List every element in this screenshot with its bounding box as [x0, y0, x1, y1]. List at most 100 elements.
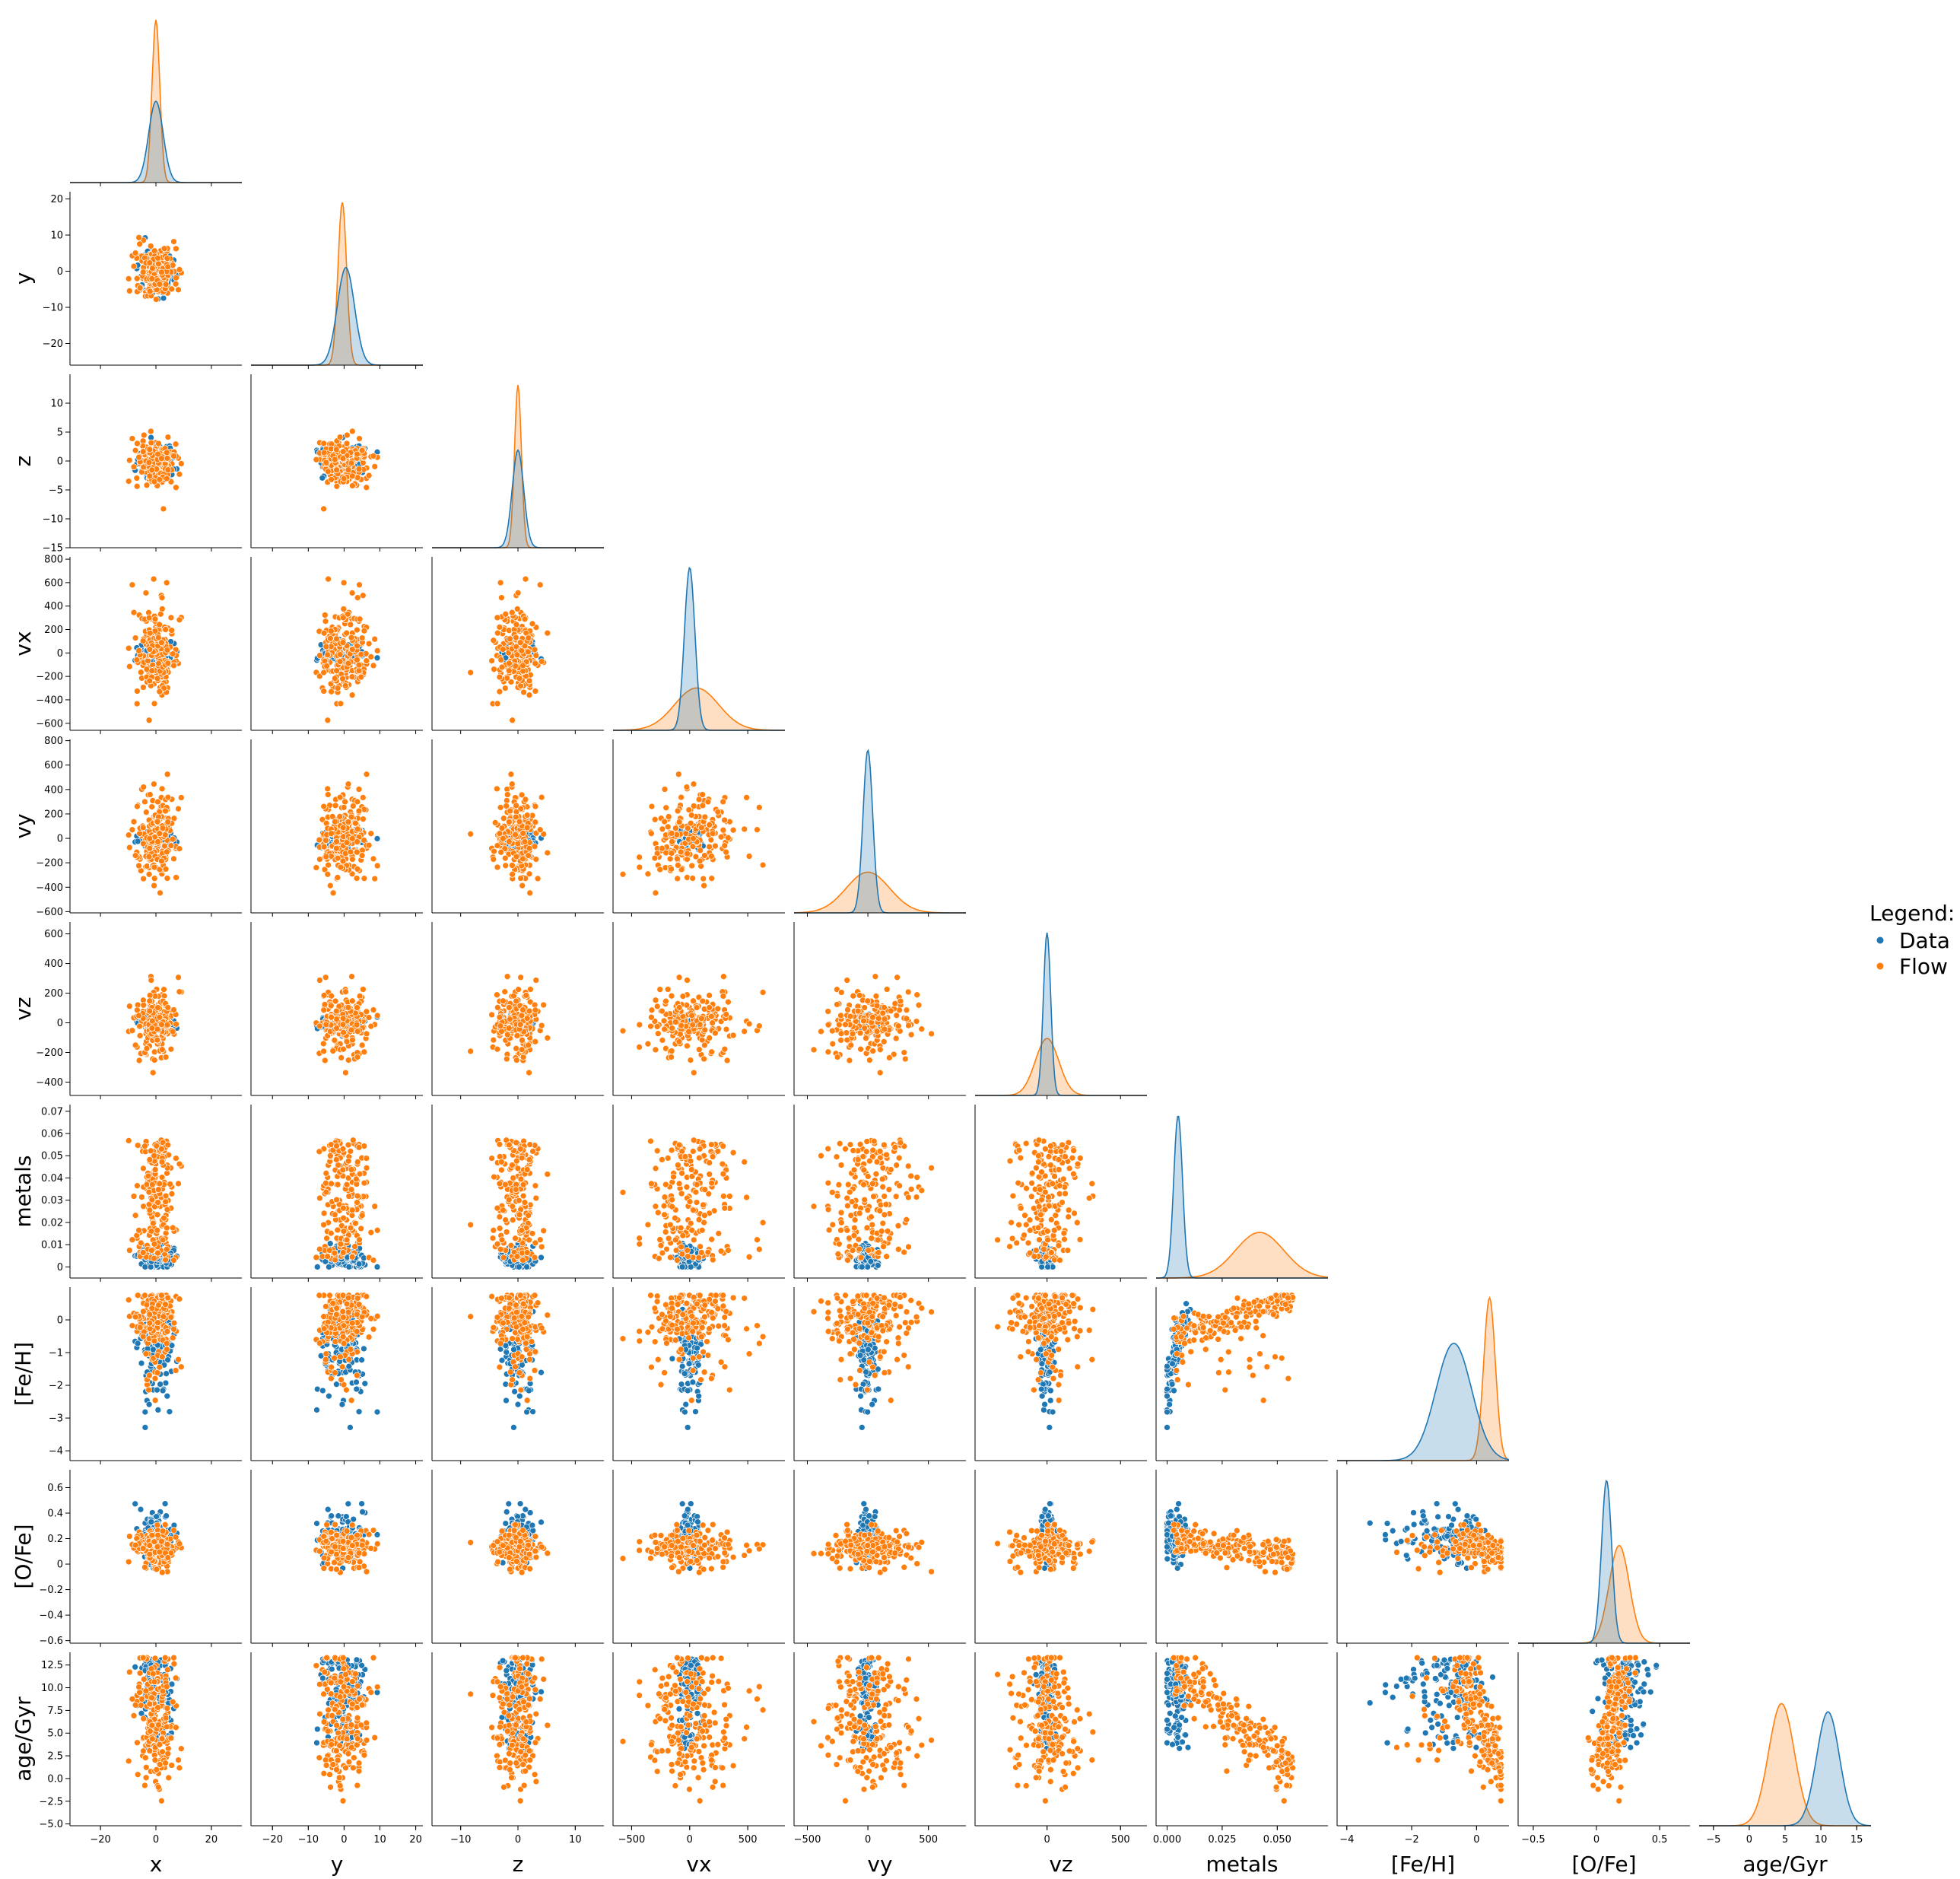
point-flow [354, 1054, 361, 1060]
point-flow [679, 993, 687, 1000]
point-flow [688, 862, 696, 870]
point-flow [158, 455, 165, 463]
point-flow [345, 819, 352, 825]
panel-z-z [432, 384, 604, 552]
point-flow [701, 1026, 709, 1034]
point-flow [494, 991, 500, 999]
point-flow [514, 840, 522, 847]
point-flow [494, 863, 501, 871]
point-flow [745, 1020, 753, 1028]
y-tick-label: −200 [36, 1048, 63, 1059]
point-flow [161, 842, 168, 850]
point-data [134, 838, 141, 845]
point-flow [125, 275, 132, 282]
point-flow [721, 842, 729, 849]
point-flow [347, 848, 354, 856]
point-flow [154, 1004, 161, 1011]
point-flow [327, 1002, 335, 1009]
point-flow [708, 853, 715, 860]
point-flow [340, 804, 348, 811]
point-flow [340, 475, 348, 482]
point-flow [164, 255, 171, 262]
point-flow [514, 590, 522, 596]
pairplot-panels: −20−1001020−15−10−50510−600−400−20002004… [11, 19, 1872, 1877]
point-flow [506, 819, 513, 825]
point-flow [333, 635, 340, 643]
panel-vx-z [431, 557, 604, 734]
point-flow [699, 997, 707, 1005]
point-flow [672, 1019, 679, 1025]
point-flow [522, 796, 529, 803]
point-flow [526, 889, 534, 897]
point-flow [518, 1012, 526, 1019]
point-flow [137, 669, 145, 676]
y-tick-label: −600 [36, 907, 63, 918]
point-flow [647, 1022, 654, 1030]
point-flow [675, 819, 683, 825]
point-flow [544, 1035, 551, 1041]
point-flow [494, 629, 501, 637]
point-flow [856, 1029, 864, 1037]
point-flow [521, 838, 529, 845]
point-flow [700, 882, 707, 889]
point-flow [348, 428, 356, 435]
y-tick-label: 10 [50, 231, 63, 242]
point-flow [320, 688, 328, 695]
point-flow [529, 620, 536, 628]
y-tick-label: −400 [36, 1077, 63, 1089]
point-flow [320, 1048, 327, 1055]
point-flow [164, 434, 172, 440]
point-flow [358, 852, 366, 859]
point-flow [333, 667, 340, 675]
point-flow [659, 844, 666, 852]
point-flow [331, 1037, 338, 1044]
point-flow [325, 861, 332, 869]
point-flow [712, 842, 719, 850]
point-flow [135, 647, 142, 654]
y-tick-label: −10 [43, 514, 63, 526]
point-flow [915, 1001, 923, 1009]
point-flow [146, 1007, 154, 1015]
point-flow [348, 1026, 355, 1034]
point-flow [371, 463, 379, 470]
point-flow [665, 813, 672, 820]
point-flow [504, 1031, 511, 1038]
point-flow [516, 639, 524, 647]
point-flow [136, 1022, 143, 1030]
point-flow [361, 875, 368, 882]
panel-vz-y [250, 922, 423, 1099]
point-flow [488, 1011, 495, 1019]
point-flow [837, 1037, 844, 1044]
point-flow [697, 1015, 705, 1022]
point-flow [520, 688, 527, 696]
y-tick-label: 600 [44, 929, 63, 940]
panel-vz-vy [793, 922, 966, 1099]
point-flow [872, 973, 879, 981]
point-flow [810, 1046, 818, 1054]
point-flow [883, 986, 891, 993]
point-flow [145, 717, 153, 724]
point-flow [725, 834, 732, 841]
point-flow [339, 1015, 347, 1022]
point-flow [668, 830, 675, 837]
point-flow [324, 468, 332, 475]
point-flow [322, 643, 330, 650]
point-flow [173, 274, 179, 281]
point-flow [125, 456, 133, 464]
point-flow [129, 581, 136, 589]
point-data [319, 474, 326, 482]
point-flow [146, 791, 154, 798]
y-tick-label: −200 [36, 672, 63, 683]
point-flow [169, 835, 176, 843]
point-flow [669, 1025, 675, 1032]
point-flow [644, 1040, 652, 1048]
point-flow [328, 992, 335, 1000]
point-flow [361, 627, 368, 634]
panel-vx-y [250, 557, 423, 734]
point-flow [513, 1057, 520, 1063]
point-flow [154, 798, 161, 806]
point-flow [134, 440, 141, 447]
panel-vz-z [431, 922, 604, 1099]
point-flow [505, 667, 513, 675]
